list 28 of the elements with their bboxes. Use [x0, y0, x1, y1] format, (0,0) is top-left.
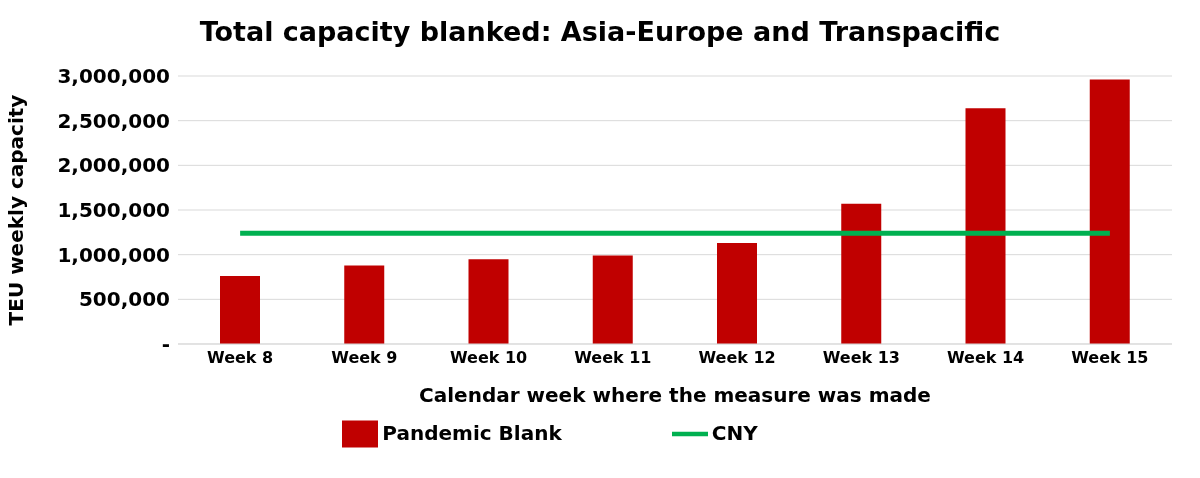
x-tick-label: Week 13 [822, 348, 901, 368]
legend-label: CNY [711, 420, 758, 445]
bar [965, 108, 1006, 344]
y-tick-label: - [161, 332, 170, 357]
bar [592, 255, 633, 344]
legend-label: Pandemic Blank [382, 420, 562, 445]
bar [717, 243, 757, 344]
x-tick-label: Week 11 [574, 348, 652, 368]
x-tick-label: Week 15 [1071, 348, 1149, 368]
y-tick-label: 500,000 [78, 287, 170, 312]
chart-title: Total capacity blanked: Asia-Europe and Transpacific [198, 16, 1002, 49]
bar [841, 203, 882, 344]
bar [220, 276, 260, 344]
y-axis-title: TEU weekly capacity [4, 94, 29, 326]
y-tick-label: 2,500,000 [57, 108, 170, 133]
x-tick-label: Week 10 [449, 348, 528, 368]
x-tick-label: Week 14 [946, 348, 1025, 368]
y-tick-label: 3,000,000 [57, 64, 170, 89]
x-tick-label: Week 12 [698, 348, 776, 368]
y-tick-label: 2,000,000 [57, 153, 170, 178]
x-tick-label: Week 8 [207, 348, 274, 368]
y-tick-label: 1,000,000 [57, 242, 170, 267]
bar [468, 259, 509, 344]
x-axis-title: Calendar week where the measure was made [419, 383, 931, 407]
bar [344, 265, 385, 344]
x-tick-label: Week 9 [331, 348, 398, 368]
y-tick-label: 1,500,000 [57, 198, 170, 223]
bar [1089, 79, 1130, 344]
